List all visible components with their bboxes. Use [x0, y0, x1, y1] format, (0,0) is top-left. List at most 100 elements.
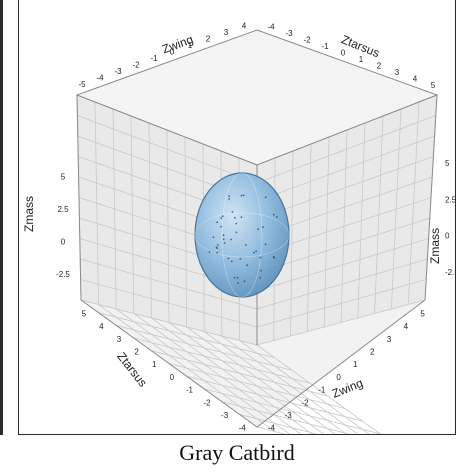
ztarsus-top-tick: -3 — [285, 29, 293, 38]
zwing-top-label: Zwing — [160, 32, 195, 56]
grid-line — [256, 279, 427, 328]
data-point — [255, 250, 257, 253]
zmass-right-tick: 2.5 — [445, 195, 455, 204]
zwing-bottom-tick: 4 — [404, 322, 409, 331]
data-point — [240, 194, 243, 197]
zmass-right-label: Zmass — [428, 228, 442, 264]
zwing-bottom-tick: 5 — [420, 309, 425, 318]
ellipsoid — [194, 172, 290, 298]
data-point — [227, 257, 230, 260]
grid-line — [203, 331, 347, 434]
zmass-right-tick: 0 — [445, 232, 450, 241]
zwing-bottom-tick: -3 — [285, 411, 293, 420]
ztarsus-top-tick: 2 — [377, 61, 382, 70]
data-point — [222, 238, 225, 241]
data-point — [216, 247, 219, 250]
zwing-top-tick: 3 — [224, 28, 229, 37]
grid-line — [186, 375, 363, 422]
grid-line — [407, 101, 420, 305]
data-point — [208, 251, 211, 253]
ztarsus-top-tick: 1 — [359, 55, 364, 64]
ztarsus-bottom-tick: -1 — [186, 386, 194, 395]
data-point — [237, 282, 240, 284]
data-point — [253, 251, 255, 254]
grid-line — [184, 136, 187, 328]
ztarsus-top-tick: 4 — [413, 74, 418, 83]
zwing-top-tick: -3 — [114, 67, 122, 76]
data-point — [231, 211, 234, 213]
data-point — [240, 216, 243, 219]
data-point — [242, 194, 245, 197]
data-point — [246, 264, 249, 267]
grid-line — [80, 279, 258, 328]
grid-line — [239, 340, 370, 434]
grid-line — [239, 413, 319, 434]
grid-line — [256, 238, 429, 292]
zmass-left-tick: 5 — [61, 172, 66, 181]
grid-line — [374, 115, 384, 314]
data-point — [236, 276, 239, 279]
data-point — [244, 244, 247, 246]
zmass-left-tick: 0 — [61, 237, 66, 246]
zwing-top-tick: 1 — [188, 41, 193, 50]
ztarsus-top-tick: 5 — [431, 81, 436, 90]
grid-line — [256, 217, 430, 274]
outer-frame — [76, 94, 438, 428]
data-point — [230, 260, 233, 263]
ztarsus-top-tick: 3 — [395, 68, 400, 77]
zmass-right-tick: 5 — [445, 159, 450, 168]
floor-plane — [81, 300, 425, 427]
zwing-bottom-tick: 1 — [353, 360, 358, 369]
data-point — [262, 226, 264, 229]
data-point — [276, 216, 278, 218]
grid-line — [186, 326, 336, 434]
ztarsus-top-tick: -4 — [267, 22, 275, 31]
zwing-top-tick: -4 — [96, 73, 104, 82]
grid-line — [391, 108, 402, 310]
zwing-bottom-label: Zwing — [330, 376, 365, 401]
grid-line — [221, 335, 359, 434]
data-point — [223, 242, 226, 244]
zwing-top-tick: -5 — [78, 80, 86, 89]
chart-caption: Gray Catbird — [179, 440, 295, 465]
grid-line — [256, 299, 426, 346]
zwing-top-tick: -1 — [150, 54, 158, 63]
zwing-bottom-tick: 0 — [336, 373, 341, 382]
grid-line — [357, 122, 366, 319]
ellipsoid-meridian — [194, 212, 290, 258]
data-point — [222, 234, 225, 237]
data-point — [228, 195, 231, 198]
data-point — [212, 236, 215, 239]
data-point — [233, 216, 236, 219]
data-point — [235, 222, 238, 225]
ztarsus-bottom-tick: 3 — [117, 335, 122, 344]
data-point — [259, 256, 262, 259]
ztarsus-bottom-tick: -2 — [203, 398, 211, 407]
data-point — [233, 276, 236, 279]
back-wall-right — [257, 95, 437, 345]
data-point — [243, 280, 246, 283]
ztarsus-bottom-tick: -3 — [221, 411, 229, 420]
zwing-bottom-tick: -4 — [268, 424, 276, 433]
ztarsus-bottom-tick: 4 — [99, 322, 104, 331]
chart-panel: -5 -4 -3 -2 -1 0 1 2 3 4 -4 -3 -2 -1 0 1 2 3 4 5 5 2.5 0 -2.5 5 2… — [18, 0, 456, 435]
data-point — [221, 215, 224, 218]
ztarsus-top-tick: -1 — [321, 42, 329, 51]
data-point — [216, 221, 219, 224]
ellipsoid-meridian — [221, 172, 263, 298]
data-point — [260, 269, 262, 272]
zwing-bottom-tick: -1 — [318, 386, 326, 395]
top-plane — [77, 30, 437, 165]
zwing-bottom-tick: 2 — [370, 347, 375, 356]
ztarsus-bottom-label: Ztarsus — [114, 349, 150, 389]
data-point — [264, 243, 267, 246]
grid-line — [168, 363, 346, 409]
zwing-bottom-tick: 3 — [387, 335, 392, 344]
data-point — [264, 196, 267, 199]
grid-line — [256, 258, 428, 310]
grid-line — [204, 388, 381, 434]
zmass-left-label: Zmass — [22, 196, 36, 232]
data-point — [230, 238, 233, 241]
data-point — [217, 244, 219, 246]
data-point — [228, 198, 231, 200]
